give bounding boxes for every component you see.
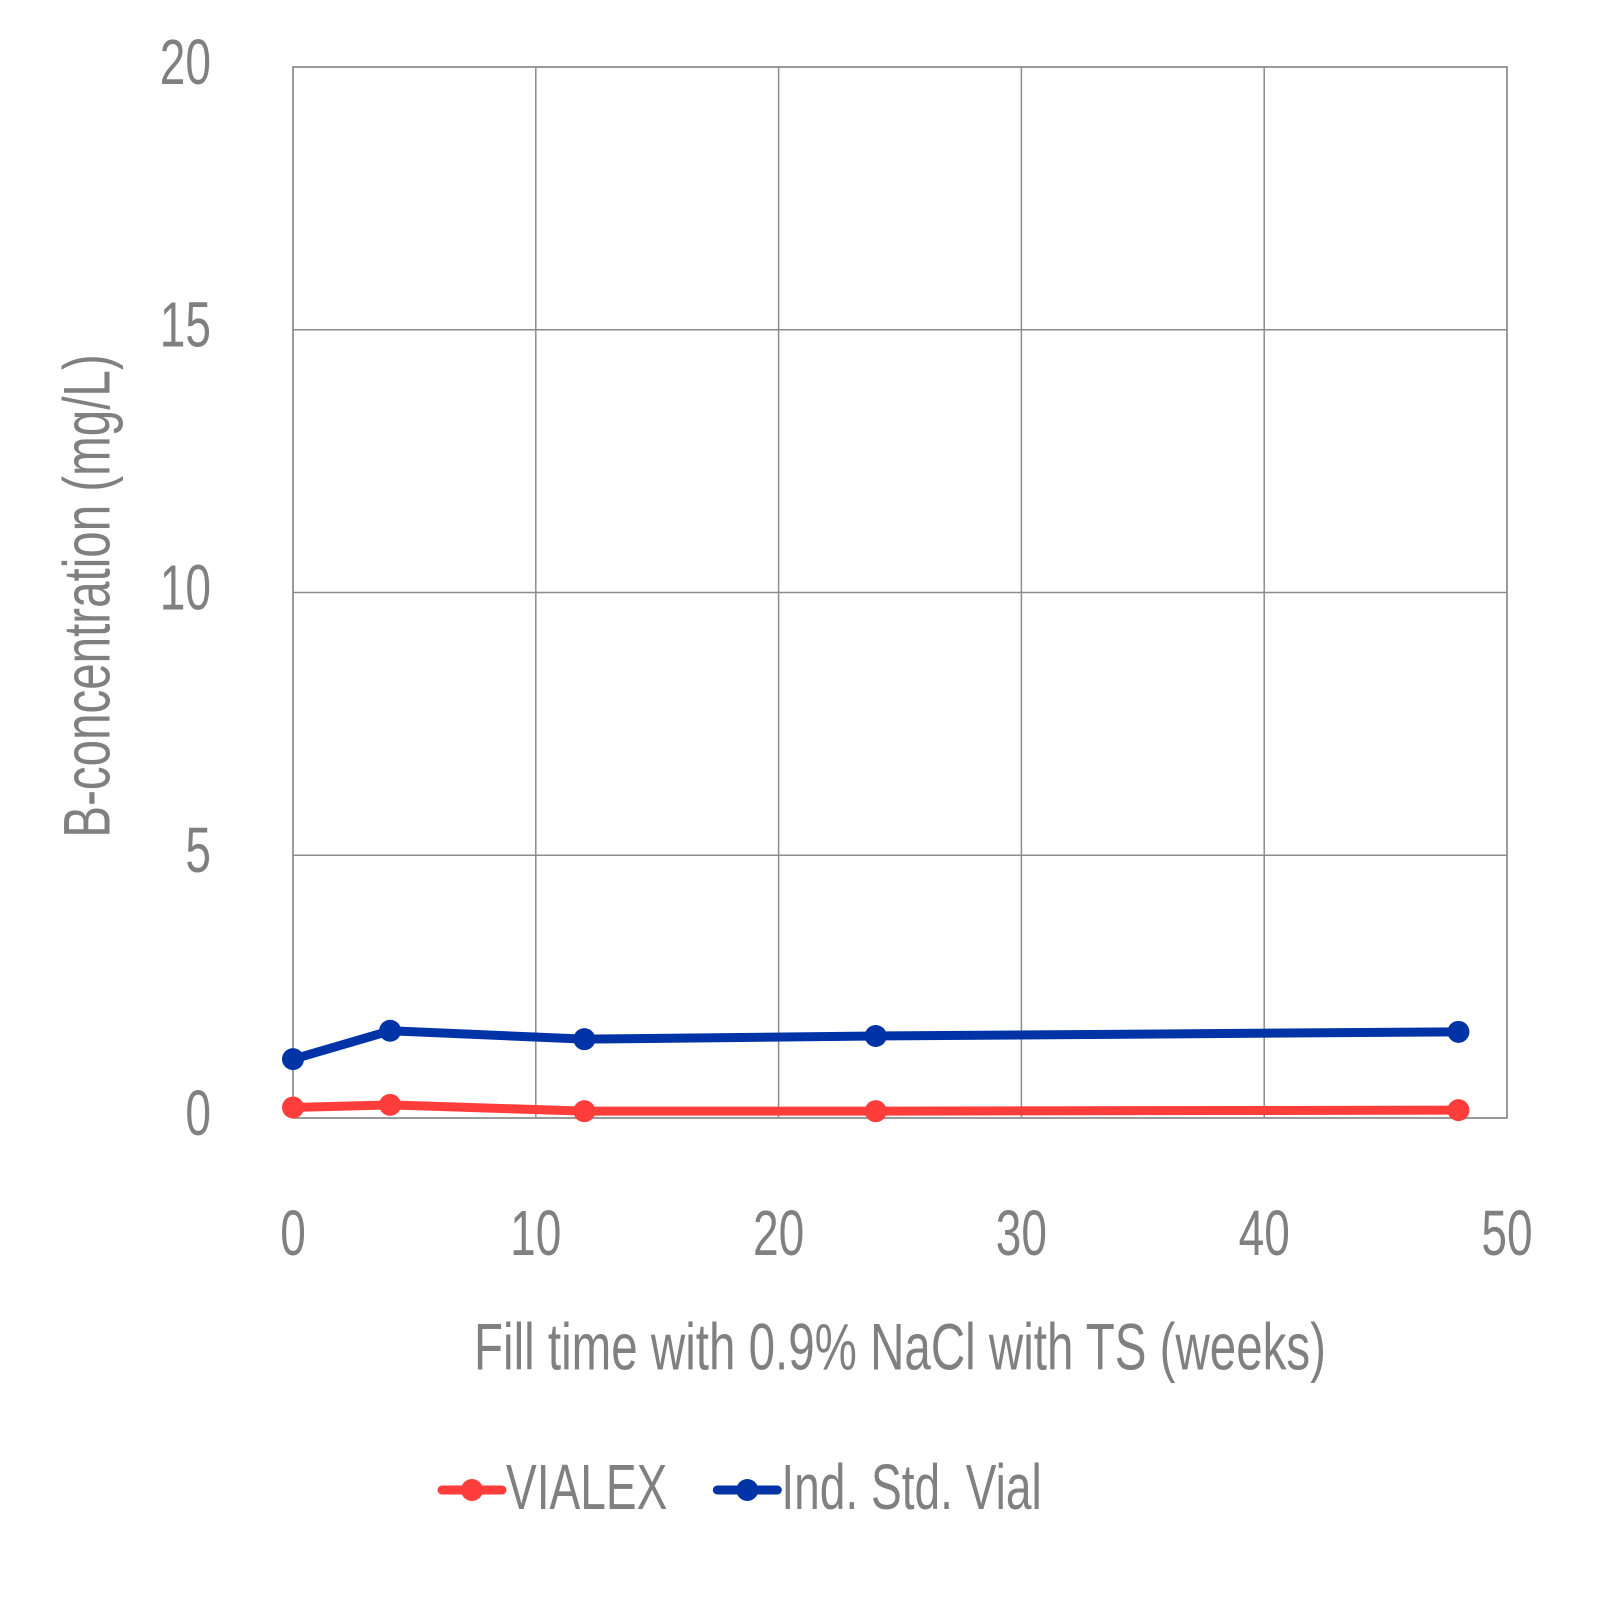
legend-marker xyxy=(736,1479,759,1501)
x-tick-label: 40 xyxy=(1239,1198,1290,1269)
x-axis-title: Fill time with 0.9% NaCl with TS (weeks) xyxy=(474,1311,1326,1384)
legend: VIALEX Ind. Std. Vial xyxy=(437,1452,1042,1523)
data-point xyxy=(1447,1020,1470,1043)
data-point xyxy=(1447,1099,1470,1122)
y-tick-label: 5 xyxy=(185,815,211,886)
data-point xyxy=(379,1019,402,1042)
legend-label: VIALEX xyxy=(506,1452,667,1523)
x-tick-label: 0 xyxy=(280,1198,306,1269)
y-tick-label: 10 xyxy=(160,552,211,623)
x-tick-label: 20 xyxy=(753,1198,804,1269)
legend-marker xyxy=(461,1479,483,1501)
y-tick-label: 15 xyxy=(160,289,211,360)
data-point xyxy=(864,1100,887,1123)
x-tick-label: 10 xyxy=(510,1198,561,1269)
data-point xyxy=(379,1093,402,1116)
data-point xyxy=(282,1096,304,1119)
data-point xyxy=(573,1100,596,1123)
x-tick-label: 30 xyxy=(996,1198,1047,1269)
data-point xyxy=(864,1025,887,1048)
y-tick-label: 0 xyxy=(185,1078,211,1149)
y-tick-label: 20 xyxy=(160,27,211,98)
data-point xyxy=(282,1048,304,1071)
x-tick-label: 50 xyxy=(1481,1198,1532,1269)
data-point xyxy=(573,1028,596,1051)
legend-label: Ind. Std. Vial xyxy=(781,1452,1041,1523)
y-axis-title: B-concentration (mg/L) xyxy=(51,354,124,837)
